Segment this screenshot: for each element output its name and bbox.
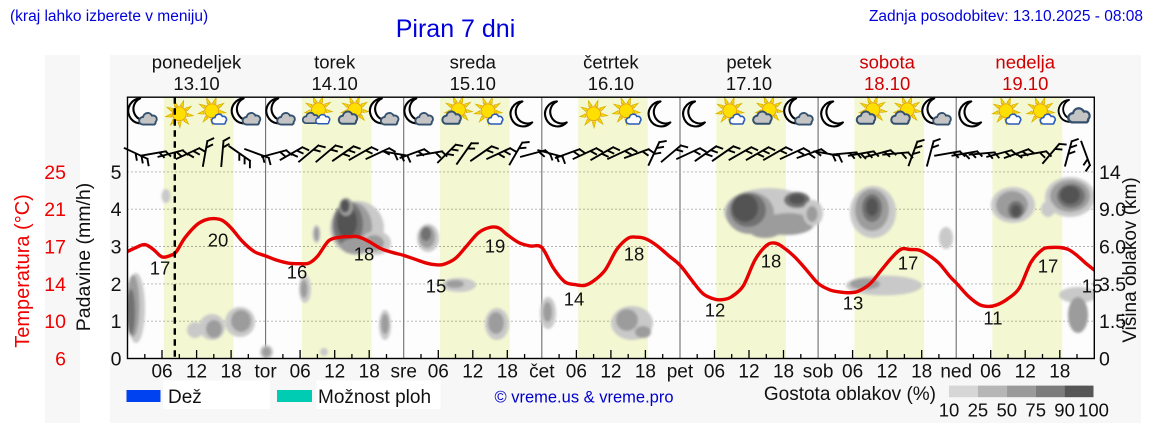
- svg-text:06: 06: [980, 362, 1001, 383]
- svg-text:17: 17: [150, 258, 171, 279]
- svg-text:14.10: 14.10: [312, 73, 358, 94]
- svg-text:čet: čet: [529, 362, 555, 383]
- svg-text:13: 13: [843, 293, 864, 314]
- svg-text:18: 18: [773, 362, 794, 383]
- svg-text:3.5: 3.5: [1099, 274, 1126, 296]
- svg-text:06: 06: [151, 362, 172, 383]
- svg-text:Zadnja posodobitev: 13.10.2025: Zadnja posodobitev: 13.10.2025 - 08:08: [869, 8, 1143, 25]
- svg-text:18: 18: [497, 362, 518, 383]
- svg-text:15: 15: [1082, 276, 1103, 297]
- svg-text:18.10: 18.10: [864, 73, 910, 94]
- svg-text:10: 10: [44, 311, 66, 333]
- svg-text:© vreme.us & vreme.pro: © vreme.us & vreme.pro: [494, 389, 673, 407]
- svg-text:nedelja: nedelja: [995, 52, 1055, 73]
- svg-text:18: 18: [761, 251, 782, 272]
- svg-text:9.0: 9.0: [1099, 199, 1126, 221]
- svg-text:5: 5: [111, 162, 122, 184]
- svg-text:16: 16: [287, 262, 308, 283]
- svg-text:16.10: 16.10: [588, 73, 634, 94]
- svg-text:sob: sob: [803, 362, 834, 383]
- svg-text:četrtek: četrtek: [583, 52, 639, 73]
- svg-text:17: 17: [44, 237, 66, 259]
- svg-text:1: 1: [111, 311, 122, 333]
- svg-text:(kraj lahko izberete v meniju): (kraj lahko izberete v meniju): [10, 8, 208, 25]
- svg-text:sobota: sobota: [859, 52, 915, 73]
- svg-text:ponedeljek: ponedeljek: [152, 52, 242, 73]
- svg-text:06: 06: [428, 362, 449, 383]
- svg-text:14: 14: [44, 274, 66, 296]
- svg-text:10: 10: [939, 400, 960, 421]
- svg-text:torek: torek: [314, 52, 356, 73]
- svg-text:06: 06: [704, 362, 725, 383]
- svg-text:sre: sre: [391, 362, 417, 383]
- svg-text:18: 18: [1049, 362, 1070, 383]
- svg-text:21: 21: [44, 199, 66, 221]
- svg-text:14: 14: [1099, 162, 1121, 184]
- svg-text:15.10: 15.10: [450, 73, 496, 94]
- svg-text:tor: tor: [255, 362, 278, 383]
- svg-text:19.10: 19.10: [1002, 73, 1048, 94]
- svg-text:100: 100: [1078, 400, 1109, 421]
- svg-text:18: 18: [911, 362, 932, 383]
- svg-text:06: 06: [566, 362, 587, 383]
- svg-text:2: 2: [111, 274, 122, 296]
- svg-text:Gostota oblakov (%): Gostota oblakov (%): [764, 384, 936, 405]
- svg-text:06: 06: [842, 362, 863, 383]
- svg-text:15: 15: [426, 276, 447, 297]
- svg-text:3: 3: [111, 237, 122, 259]
- svg-text:Dež: Dež: [168, 387, 202, 408]
- svg-text:Možnost ploh: Možnost ploh: [318, 387, 431, 408]
- svg-text:Temperatura (°C): Temperatura (°C): [12, 194, 34, 348]
- svg-text:6.0: 6.0: [1099, 237, 1126, 259]
- svg-text:4: 4: [111, 199, 122, 221]
- svg-text:14: 14: [564, 289, 585, 310]
- svg-text:1.5: 1.5: [1099, 311, 1126, 333]
- svg-text:12: 12: [705, 300, 726, 321]
- svg-text:18: 18: [354, 244, 375, 265]
- svg-text:17: 17: [1038, 256, 1059, 277]
- svg-text:18: 18: [624, 244, 645, 265]
- svg-text:75: 75: [1025, 400, 1046, 421]
- svg-text:18: 18: [221, 362, 242, 383]
- svg-text:12: 12: [1015, 362, 1036, 383]
- svg-text:50: 50: [997, 400, 1018, 421]
- svg-text:Višina oblakov (km): Višina oblakov (km): [1120, 177, 1141, 342]
- svg-text:17: 17: [898, 253, 919, 274]
- svg-text:12: 12: [738, 362, 759, 383]
- svg-text:25: 25: [44, 162, 66, 184]
- svg-text:18: 18: [359, 362, 380, 383]
- svg-text:13.10: 13.10: [173, 73, 219, 94]
- svg-text:17.10: 17.10: [726, 73, 772, 94]
- svg-text:Piran 7 dni: Piran 7 dni: [396, 15, 516, 43]
- svg-text:0: 0: [1099, 349, 1110, 371]
- svg-text:20: 20: [208, 230, 229, 251]
- svg-text:pet: pet: [667, 362, 694, 383]
- svg-text:Padavine (mm/h): Padavine (mm/h): [73, 183, 95, 331]
- svg-text:11: 11: [983, 308, 1002, 329]
- svg-text:12: 12: [324, 362, 345, 383]
- svg-text:12: 12: [186, 362, 207, 383]
- svg-text:0: 0: [111, 349, 122, 371]
- svg-text:ned: ned: [940, 362, 972, 383]
- svg-text:90: 90: [1054, 400, 1075, 421]
- svg-text:12: 12: [462, 362, 483, 383]
- svg-text:12: 12: [600, 362, 621, 383]
- svg-text:19: 19: [485, 236, 506, 257]
- svg-text:18: 18: [635, 362, 656, 383]
- svg-text:06: 06: [290, 362, 311, 383]
- svg-text:25: 25: [968, 400, 989, 421]
- svg-text:12: 12: [877, 362, 898, 383]
- svg-text:6: 6: [55, 349, 66, 371]
- svg-text:sreda: sreda: [450, 52, 497, 73]
- svg-text:petek: petek: [726, 52, 772, 73]
